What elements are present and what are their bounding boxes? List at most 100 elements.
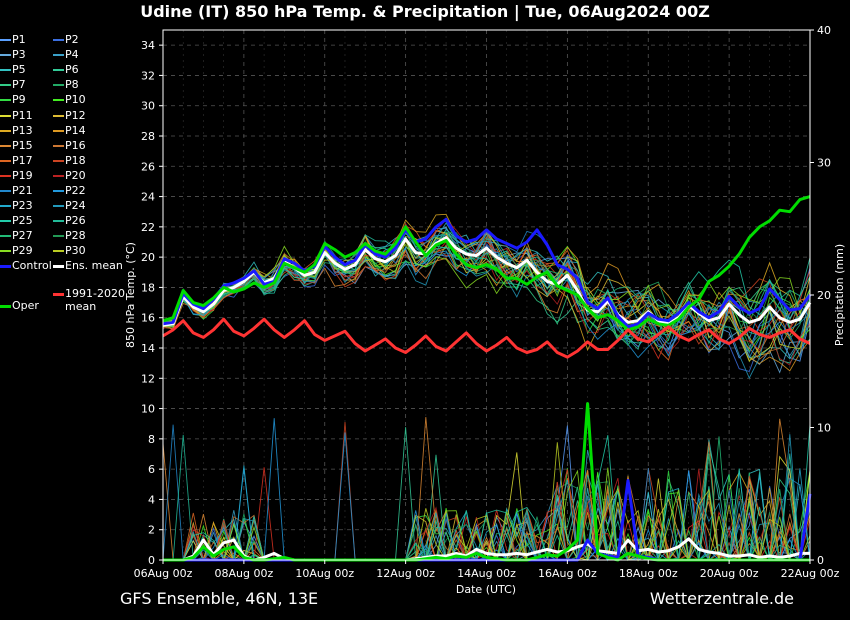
legend-swatch bbox=[0, 235, 11, 238]
legend-swatch bbox=[53, 114, 64, 117]
legend-label: P1 bbox=[12, 33, 26, 46]
legend-item: P6 bbox=[53, 63, 79, 76]
legend-item: P13 bbox=[0, 124, 33, 137]
y-tick-label: 32 bbox=[141, 69, 155, 82]
legend-swatch bbox=[0, 54, 11, 57]
x-tick-label: 14Aug 00z bbox=[457, 567, 516, 580]
x-tick-label: 12Aug 00z bbox=[376, 567, 435, 580]
legend-swatch bbox=[53, 39, 64, 41]
legend-swatch bbox=[53, 235, 64, 238]
y-tick-label: 24 bbox=[141, 191, 155, 204]
legend-label: P12 bbox=[65, 108, 86, 122]
legend-item: P16 bbox=[53, 139, 86, 152]
legend-item: P5 bbox=[0, 63, 26, 76]
legend-swatch bbox=[53, 144, 64, 147]
legend-item: P1 bbox=[0, 33, 26, 46]
legend-item: Oper bbox=[0, 299, 39, 312]
legend-swatch bbox=[0, 144, 11, 147]
legend-swatch bbox=[0, 159, 11, 162]
legend-label: P30 bbox=[65, 244, 86, 258]
y-tick-label: 6 bbox=[148, 463, 155, 476]
y-tick-label: 16 bbox=[141, 312, 155, 325]
legend-label: P18 bbox=[65, 153, 86, 167]
oper-temp-line bbox=[162, 195, 811, 332]
legend-swatch bbox=[0, 264, 11, 268]
grid-lines bbox=[162, 30, 811, 561]
legend-item: P12 bbox=[53, 109, 86, 122]
legend-label: P11 bbox=[12, 108, 33, 122]
legend-label: Control bbox=[12, 259, 52, 272]
member-temp-line bbox=[162, 241, 811, 359]
legend-swatch bbox=[53, 129, 64, 132]
legend-label: Ens. mean bbox=[65, 259, 123, 272]
legend-item: P30 bbox=[53, 244, 86, 257]
legend-label: P8 bbox=[65, 78, 79, 92]
legend-label: P10 bbox=[65, 93, 86, 107]
legend-label: P16 bbox=[65, 138, 86, 152]
y2-tick-label: 10 bbox=[817, 422, 831, 435]
legend-label: P4 bbox=[65, 48, 79, 62]
legend-label: P25 bbox=[12, 214, 33, 228]
legend-swatch bbox=[53, 264, 64, 268]
legend-item: P18 bbox=[53, 154, 86, 167]
legend-label: P7 bbox=[12, 78, 26, 92]
y-tick-label: 34 bbox=[141, 39, 155, 52]
legend-label: P21 bbox=[12, 184, 33, 197]
x-tick-label: 16Aug 00z bbox=[538, 567, 597, 580]
legend-label: P6 bbox=[65, 63, 79, 77]
x-tick-label: 10Aug 00z bbox=[295, 567, 354, 580]
legend-swatch bbox=[53, 220, 64, 223]
legend-swatch bbox=[0, 114, 11, 117]
x-tick-label: 08Aug 00z bbox=[215, 567, 274, 580]
y-tick-label: 30 bbox=[141, 100, 155, 113]
legend-item: P29 bbox=[0, 244, 33, 257]
legend-swatch bbox=[53, 205, 64, 208]
x-tick-label: 06Aug 00z bbox=[134, 567, 193, 580]
legend-item: P2 bbox=[53, 33, 79, 46]
legend-item: P8 bbox=[53, 78, 79, 91]
y-tick-label: 18 bbox=[141, 281, 155, 294]
legend-item: P26 bbox=[53, 214, 86, 227]
legend-label: P22 bbox=[65, 184, 86, 197]
y2-tick-label: 0 bbox=[817, 554, 824, 567]
legend-swatch bbox=[0, 250, 11, 253]
legend-swatch bbox=[0, 39, 11, 41]
x-tick-label: 22Aug 00z bbox=[781, 567, 840, 580]
legend-swatch bbox=[53, 99, 64, 102]
y-tick-label: 2 bbox=[148, 524, 155, 537]
legend-label: P20 bbox=[65, 168, 86, 182]
legend-item: P3 bbox=[0, 48, 26, 61]
legend-label: 1991-2020 mean bbox=[65, 287, 125, 313]
axes: 0246810121416182022242628303234010203040… bbox=[134, 24, 840, 580]
1991-2020-mean-temp-line bbox=[162, 317, 811, 359]
y2-axis-label: Precipitation (mm) bbox=[833, 244, 846, 346]
legend-item: P7 bbox=[0, 78, 26, 91]
legend-item: P19 bbox=[0, 169, 33, 182]
legend-swatch bbox=[53, 250, 64, 253]
legend-swatch bbox=[53, 84, 64, 87]
legend-item: P14 bbox=[53, 124, 86, 137]
y-tick-label: 14 bbox=[141, 342, 155, 355]
legend-item: P25 bbox=[0, 214, 33, 227]
legend-item: P27 bbox=[0, 229, 33, 242]
x-axis-label: Date (UTC) bbox=[456, 583, 516, 596]
source-footer: Wetterzentrale.de bbox=[649, 589, 794, 608]
legend-item: P23 bbox=[0, 199, 33, 212]
y-tick-label: 28 bbox=[141, 130, 155, 143]
legend-swatch bbox=[53, 292, 64, 296]
legend-label: P3 bbox=[12, 48, 26, 62]
y2-tick-label: 30 bbox=[817, 157, 831, 170]
legend-label: P9 bbox=[12, 93, 26, 107]
legend-swatch bbox=[0, 220, 11, 223]
legend-item: P11 bbox=[0, 109, 33, 122]
x-tick-label: 18Aug 00z bbox=[619, 567, 678, 580]
y2-tick-label: 40 bbox=[817, 24, 831, 37]
legend-label: P28 bbox=[65, 229, 86, 243]
legend-item: Control bbox=[0, 259, 52, 272]
legend-swatch bbox=[53, 190, 64, 192]
y-tick-label: 20 bbox=[141, 251, 155, 264]
legend-swatch bbox=[0, 129, 11, 132]
legend-item: P20 bbox=[53, 169, 86, 182]
legend-item: P15 bbox=[0, 139, 33, 152]
